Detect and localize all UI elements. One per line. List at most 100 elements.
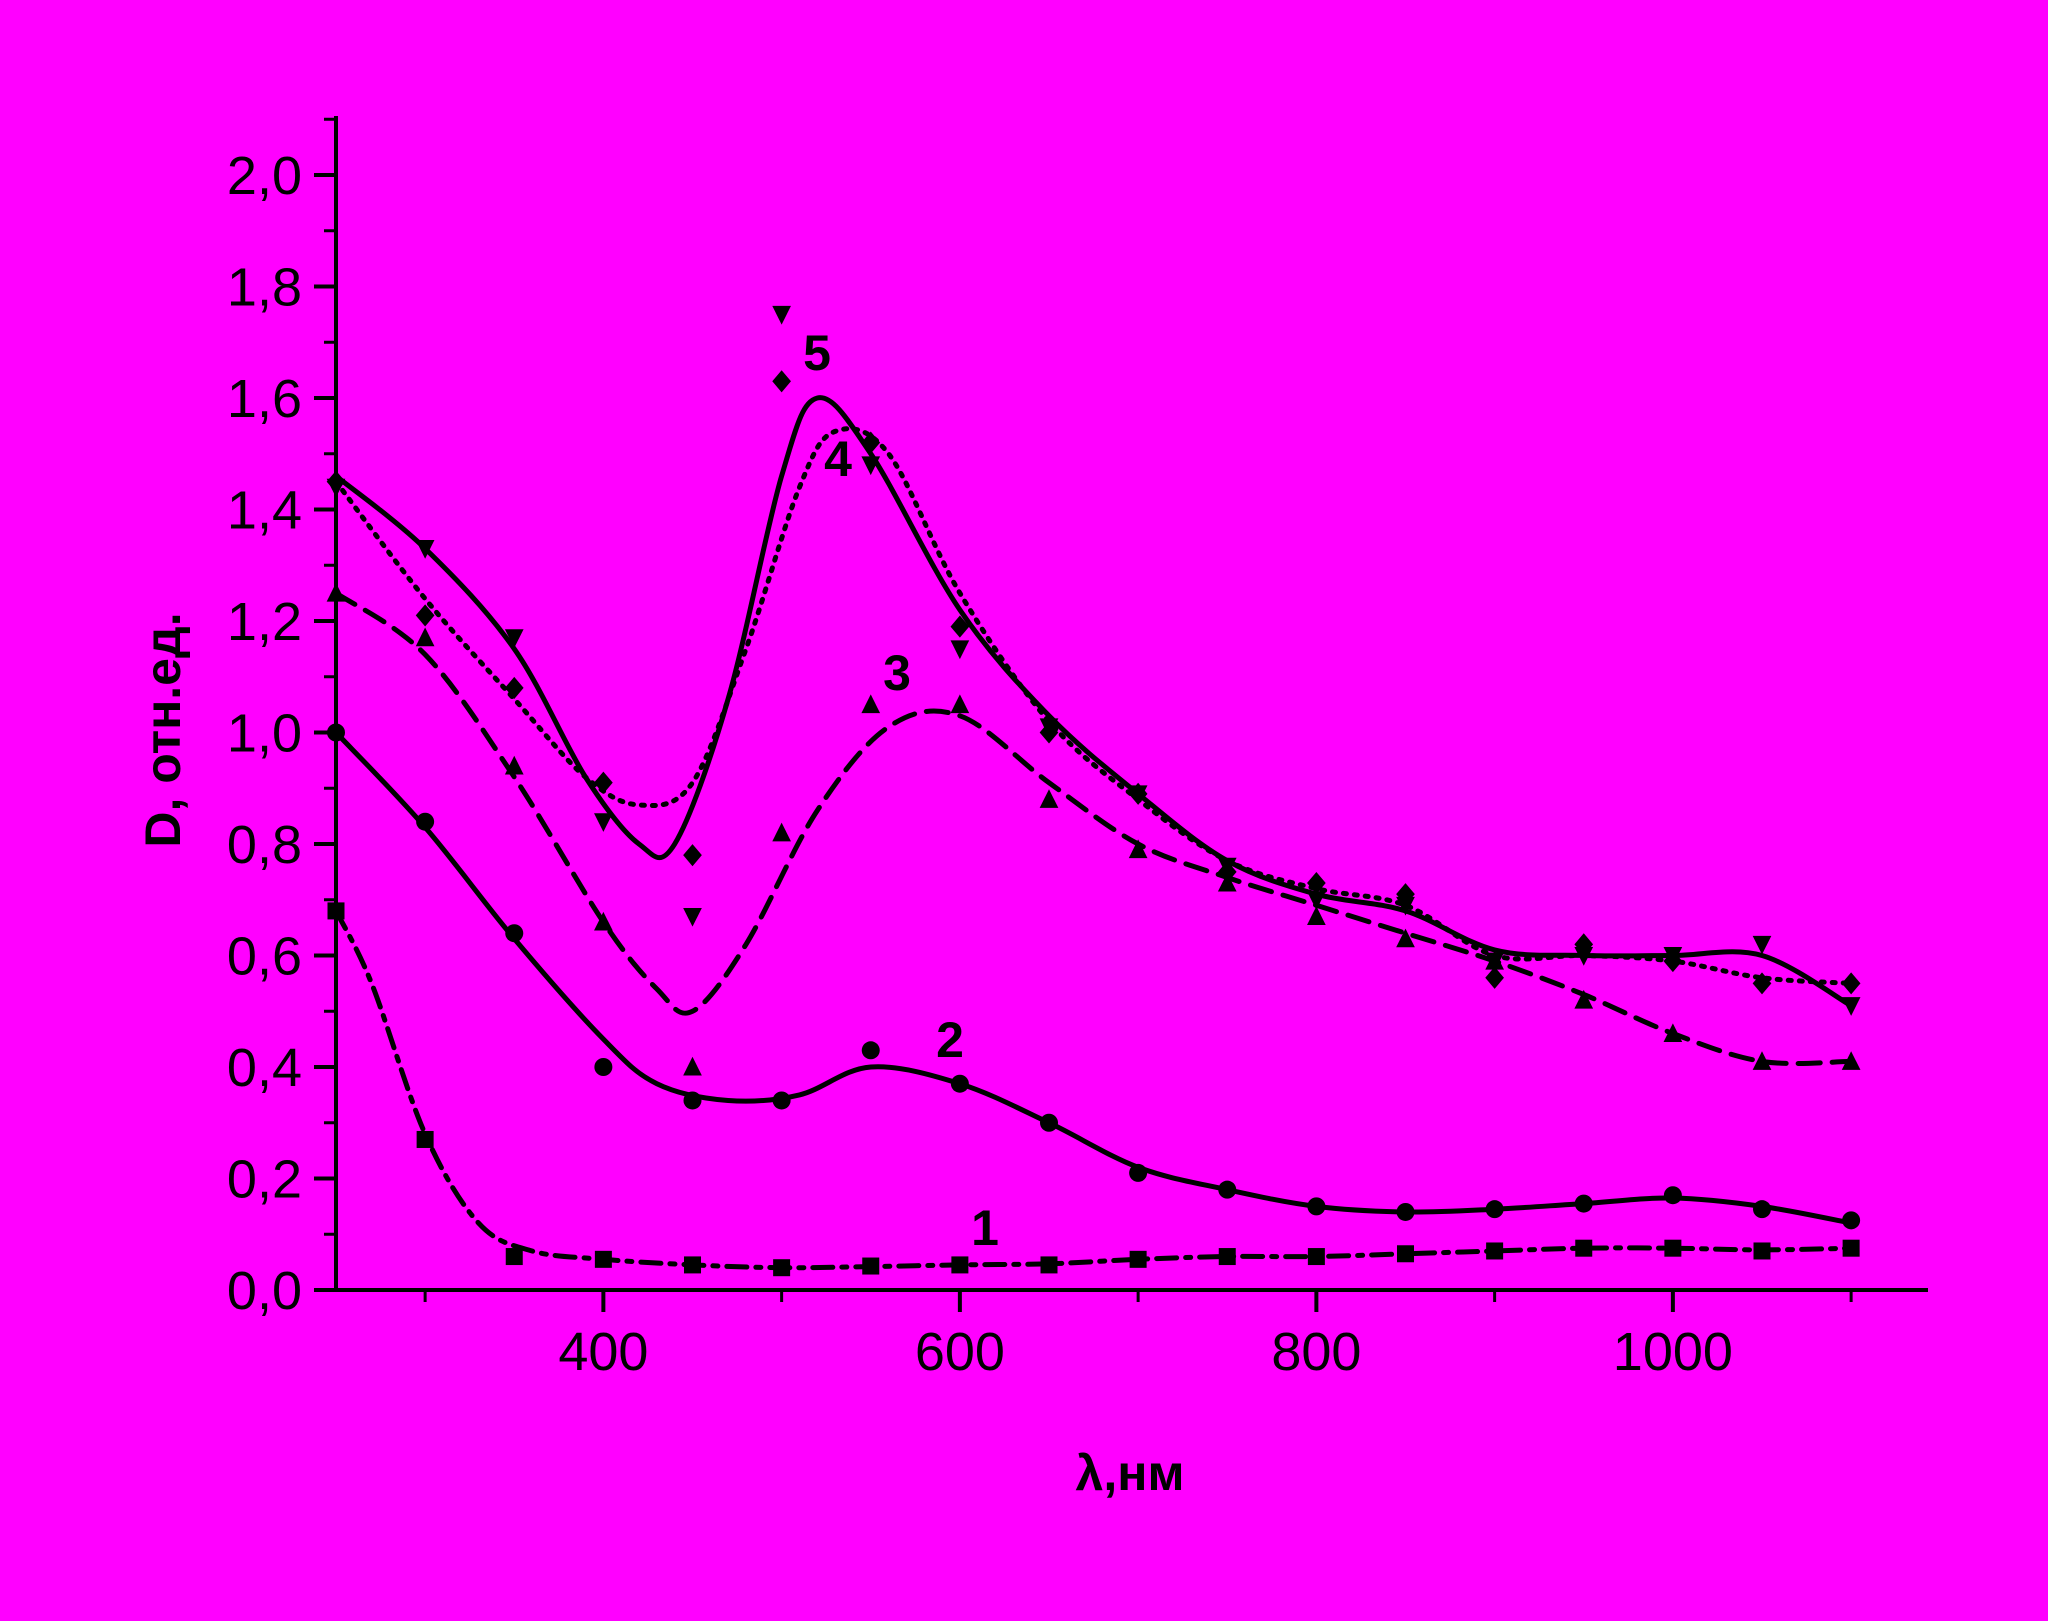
data-point [861, 1041, 880, 1060]
data-point [1753, 1200, 1771, 1219]
data-point [683, 907, 702, 927]
data-point [594, 1058, 613, 1076]
data-point [594, 911, 613, 931]
data-point [683, 844, 702, 867]
data-point [683, 1056, 702, 1076]
data-point [1128, 839, 1148, 859]
data-point [326, 478, 346, 498]
plot-area [326, 305, 1861, 1277]
y-tick-label: 1,0 [227, 704, 302, 764]
data-point [505, 1248, 523, 1266]
data-point [1841, 1051, 1861, 1070]
data-point [1307, 871, 1326, 895]
data-point [1663, 947, 1683, 966]
data-point [773, 1259, 791, 1277]
data-point [1574, 947, 1594, 966]
data-point [1039, 718, 1059, 738]
data-point [1842, 1211, 1861, 1230]
series-1 [327, 902, 1860, 1277]
data-point [1752, 972, 1772, 995]
data-point [772, 370, 791, 393]
y-tick-label: 0,2 [227, 1150, 302, 1210]
series-2 [327, 723, 1861, 1230]
data-point [1575, 1239, 1593, 1257]
data-point [594, 1250, 612, 1268]
data-point [1396, 1202, 1415, 1221]
data-point [950, 694, 970, 714]
data-point [415, 627, 435, 647]
data-point [862, 1257, 880, 1275]
data-point [1307, 1197, 1326, 1216]
data-point [1574, 933, 1594, 956]
series-label-5: 5 [803, 325, 831, 381]
y-tick-label: 1,2 [227, 592, 302, 652]
data-point [1842, 1239, 1860, 1257]
y-tick-label: 2,0 [227, 146, 302, 206]
data-point [416, 1130, 434, 1148]
data-point [415, 604, 435, 627]
data-point [1841, 972, 1861, 995]
data-point [504, 629, 524, 648]
y-tick-label: 1,4 [227, 481, 302, 541]
data-point [1218, 1180, 1237, 1199]
tick-labels: 0,0 0,2 0,4 0,6 0,8 1,0 1,2 1,4 1,6 1,8 2,0 400 600 8… [227, 146, 1733, 1382]
data-point [326, 582, 346, 602]
y-axis-label: D, отн.ед. [135, 612, 191, 847]
series-line [333, 395, 1854, 1009]
data-point [1396, 928, 1415, 948]
data-point [594, 771, 613, 794]
x-tick-label: 800 [1271, 1322, 1361, 1382]
y-tick-label: 0,0 [227, 1261, 302, 1321]
data-point [1663, 1186, 1682, 1205]
data-point [1218, 1248, 1236, 1266]
series-label-1: 1 [971, 1200, 999, 1256]
data-point [1307, 891, 1326, 910]
series-labels: 1 2 3 4 5 [803, 325, 999, 1256]
x-tick-label: 1000 [1613, 1322, 1733, 1382]
x-tick-label: 600 [915, 1322, 1005, 1382]
series-line [333, 908, 1854, 1271]
series-label-3: 3 [883, 645, 911, 701]
data-point [504, 676, 524, 699]
y-tick-label: 1,6 [227, 369, 302, 429]
data-point [1574, 989, 1594, 1009]
x-axis-label: λ,нм [1076, 1445, 1185, 1501]
data-point [1485, 966, 1504, 989]
data-point [327, 902, 345, 920]
data-point [861, 694, 881, 714]
data-point [1129, 1250, 1147, 1268]
data-point [415, 540, 435, 559]
data-point [951, 1256, 969, 1274]
data-point [772, 1091, 791, 1110]
data-point [1307, 906, 1326, 925]
data-point [1040, 1256, 1058, 1274]
data-point [1039, 789, 1059, 808]
data-point [772, 305, 791, 325]
data-point [950, 1074, 969, 1093]
data-point [683, 1091, 702, 1110]
data-point [1396, 883, 1415, 906]
series-label-4: 4 [824, 431, 852, 487]
y-tick-label: 0,4 [227, 1038, 302, 1098]
tick-marks [314, 117, 1853, 1312]
y-tick-label: 0,8 [227, 815, 302, 875]
data-point [505, 924, 524, 943]
data-point [1663, 1023, 1683, 1043]
data-point [1397, 1245, 1414, 1263]
data-point [1574, 1194, 1593, 1213]
data-point [950, 640, 970, 660]
data-point [772, 822, 791, 842]
data-point [1485, 1200, 1504, 1219]
data-point [327, 723, 345, 742]
y-tick-label: 1,8 [227, 258, 302, 318]
series-line [333, 590, 1854, 1066]
series-5 [326, 305, 1861, 1016]
data-point [416, 812, 435, 831]
series-3 [326, 582, 1861, 1076]
data-point [1040, 1113, 1058, 1132]
data-point [1753, 1242, 1771, 1260]
data-point [684, 1256, 701, 1274]
data-point [1841, 997, 1861, 1016]
